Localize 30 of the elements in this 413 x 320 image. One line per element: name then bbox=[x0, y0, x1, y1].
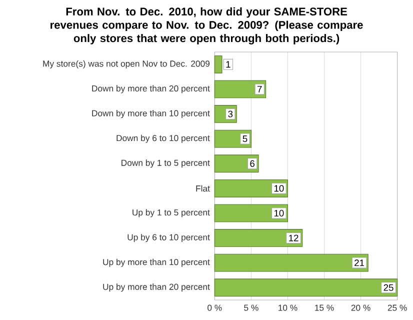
data-label: 21 bbox=[354, 260, 364, 266]
y-tick-label: Down by more than 20 percent bbox=[92, 85, 210, 94]
data-label: 7 bbox=[258, 86, 262, 92]
data-label: 10 bbox=[274, 185, 284, 192]
chart-title: From Nov. to Dec. 2010, how did your SAME-STORE revenues compare to Nov. to Dec. 2009? (Please compare only stores that were open through both periods.) bbox=[50, 7, 363, 44]
y-tick-label: My store(s) was not open Nov to Dec. 2009 bbox=[43, 60, 210, 68]
data-label: 6 bbox=[250, 160, 254, 167]
data-label: 12 bbox=[289, 234, 298, 242]
data-label: 3 bbox=[228, 110, 233, 118]
x-tick-label: 10 % bbox=[278, 304, 298, 311]
data-label: 5 bbox=[242, 136, 248, 142]
y-tick-label: Flat bbox=[196, 185, 210, 192]
x-tick-label: 15 % bbox=[315, 304, 334, 311]
bar bbox=[214, 229, 303, 247]
x-tick-label: 0 % bbox=[208, 304, 222, 311]
y-tick-label: Down by 6 to 10 percent bbox=[116, 134, 210, 143]
data-label: 25 bbox=[384, 284, 394, 291]
bar bbox=[214, 254, 368, 272]
data-label: 1 bbox=[226, 61, 230, 68]
bar bbox=[214, 278, 398, 297]
data-label: 10 bbox=[274, 210, 284, 216]
y-tick-label: Up by more than 10 percent bbox=[103, 258, 210, 267]
y-tick-label: Down by 1 to 5 percent bbox=[122, 160, 210, 168]
y-tick-label: Up by more than 20 percent bbox=[103, 284, 210, 292]
y-tick-label: Up by 6 to 10 percent bbox=[128, 234, 210, 242]
y-tick-label: Down by more than 10 percent bbox=[92, 110, 210, 118]
x-tick-label: 20 % bbox=[351, 304, 370, 311]
y-tick-label: Up by 1 to 5 percent bbox=[132, 209, 210, 218]
x-tick-label: 5 % bbox=[244, 304, 258, 311]
x-tick-label: 25 % bbox=[388, 304, 407, 311]
